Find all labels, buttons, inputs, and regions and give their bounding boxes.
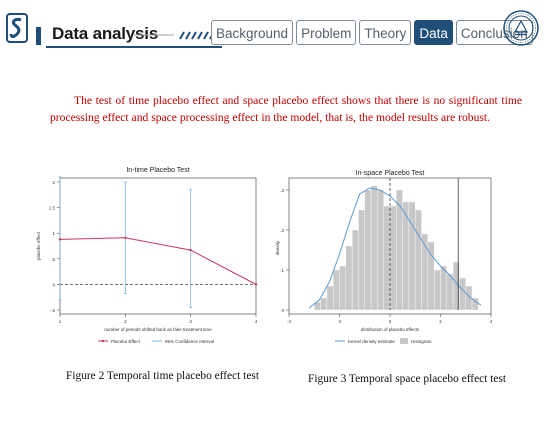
y-tick-label: 2 (52, 180, 55, 185)
university-seal-icon (503, 10, 539, 46)
chart-title: In-space Placebo Test (356, 170, 425, 177)
histogram-bar (351, 229, 359, 311)
histogram-bar (345, 245, 353, 311)
tab-data[interactable]: Data (414, 20, 453, 45)
y-tick-label: -.5 (50, 308, 56, 313)
title-accent-bar (36, 27, 41, 45)
x-tick-label: 2 (439, 319, 442, 324)
section-tabs: Background Problem Theory Data Conclusio… (211, 20, 533, 45)
histogram-bar (408, 201, 416, 311)
in-time-placebo-chart: In-time Placebo Test -.5 0 .5 1 1.5 2 1 2 3 4 numbe… (30, 160, 270, 360)
histogram-bar (370, 185, 378, 311)
histogram-bar (415, 209, 422, 311)
y-tick-label: .5 (51, 257, 55, 262)
results-paragraph: The test of time placebo effect and spac… (50, 94, 522, 124)
histogram-bar (332, 269, 340, 311)
placebo-effect-point (254, 283, 258, 286)
figure-3-caption: Figure 3 Temporal space placebo effect t… (308, 373, 507, 385)
legend-marker-effect (101, 339, 105, 343)
histogram-bar (459, 277, 466, 311)
histogram-bar (377, 189, 384, 311)
histogram-bar (326, 285, 334, 311)
placebo-effect-point (58, 238, 62, 241)
y-tick-label: 0 (281, 308, 284, 313)
in-space-placebo-chart: In-space Placebo Test 0 .1 .2 .3 -4 -2 0 2 4 distr… (275, 160, 505, 360)
histogram-bar (358, 209, 365, 311)
histogram-bar (383, 205, 391, 311)
y-tick-label: 1.5 (49, 206, 56, 211)
x-axis-label: distribution of placebo effects (361, 327, 420, 332)
x-tick-label: 0 (389, 319, 392, 324)
histogram-bar (440, 265, 448, 311)
figure-2-caption: Figure 2 Temporal time placebo effect te… (66, 370, 259, 382)
placebo-effect-point (124, 236, 127, 240)
x-tick-label: 1 (59, 319, 62, 324)
school-logo-icon (6, 13, 28, 43)
histogram-bar (320, 297, 328, 311)
y-tick-label: .3 (280, 188, 284, 193)
x-tick-label: 4 (490, 319, 493, 324)
histogram-bar (364, 189, 372, 311)
chart-title: In-time Placebo Test (126, 167, 189, 174)
legend-label-effect: Placebo Effect (111, 339, 141, 344)
legend-swatch-histogram (400, 338, 408, 344)
x-tick-label: 3 (189, 319, 192, 324)
tab-background[interactable]: Background (211, 20, 294, 45)
histogram-bar (339, 265, 347, 311)
placebo-effect-line (59, 237, 257, 285)
histogram-bar (433, 269, 441, 311)
legend-label-ci: 95% Confidence Interval (165, 339, 214, 344)
kernel-density-line (308, 187, 482, 309)
x-tick-label: -4 (287, 319, 291, 324)
y-tick-label: .1 (280, 268, 284, 273)
tab-theory[interactable]: Theory (359, 20, 412, 45)
x-tick-label: 4 (255, 319, 258, 324)
plot-frame (59, 177, 257, 315)
y-axis-label: density (275, 240, 280, 255)
legend-label-kde: Kernel density estimate (348, 339, 395, 344)
title-underline (46, 46, 222, 48)
page-title: Data analysis (52, 24, 159, 43)
tab-problem[interactable]: Problem (296, 20, 357, 45)
legend-label-histogram: Histogram (411, 339, 432, 344)
in-space-placebo-svg: In-space Placebo Test 0 .1 .2 .3 -4 -2 0 2 4 distr… (275, 170, 493, 344)
in-time-placebo-svg: In-time Placebo Test -.5 0 .5 1 1.5 2 1 2 3 4 numbe… (36, 167, 258, 344)
x-axis-label: number of periods shifted back as fake t… (104, 327, 212, 332)
x-tick-label: 2 (124, 319, 127, 324)
y-tick-label: .2 (280, 228, 284, 233)
y-axis-label: placebo effect (36, 231, 41, 260)
histogram-bar (389, 205, 397, 311)
y-tick-label: 1 (52, 231, 55, 236)
y-tick-label: 0 (52, 282, 55, 287)
placebo-effect-point (189, 248, 192, 252)
histogram-bar (446, 273, 454, 311)
x-tick-label: -2 (337, 319, 341, 324)
